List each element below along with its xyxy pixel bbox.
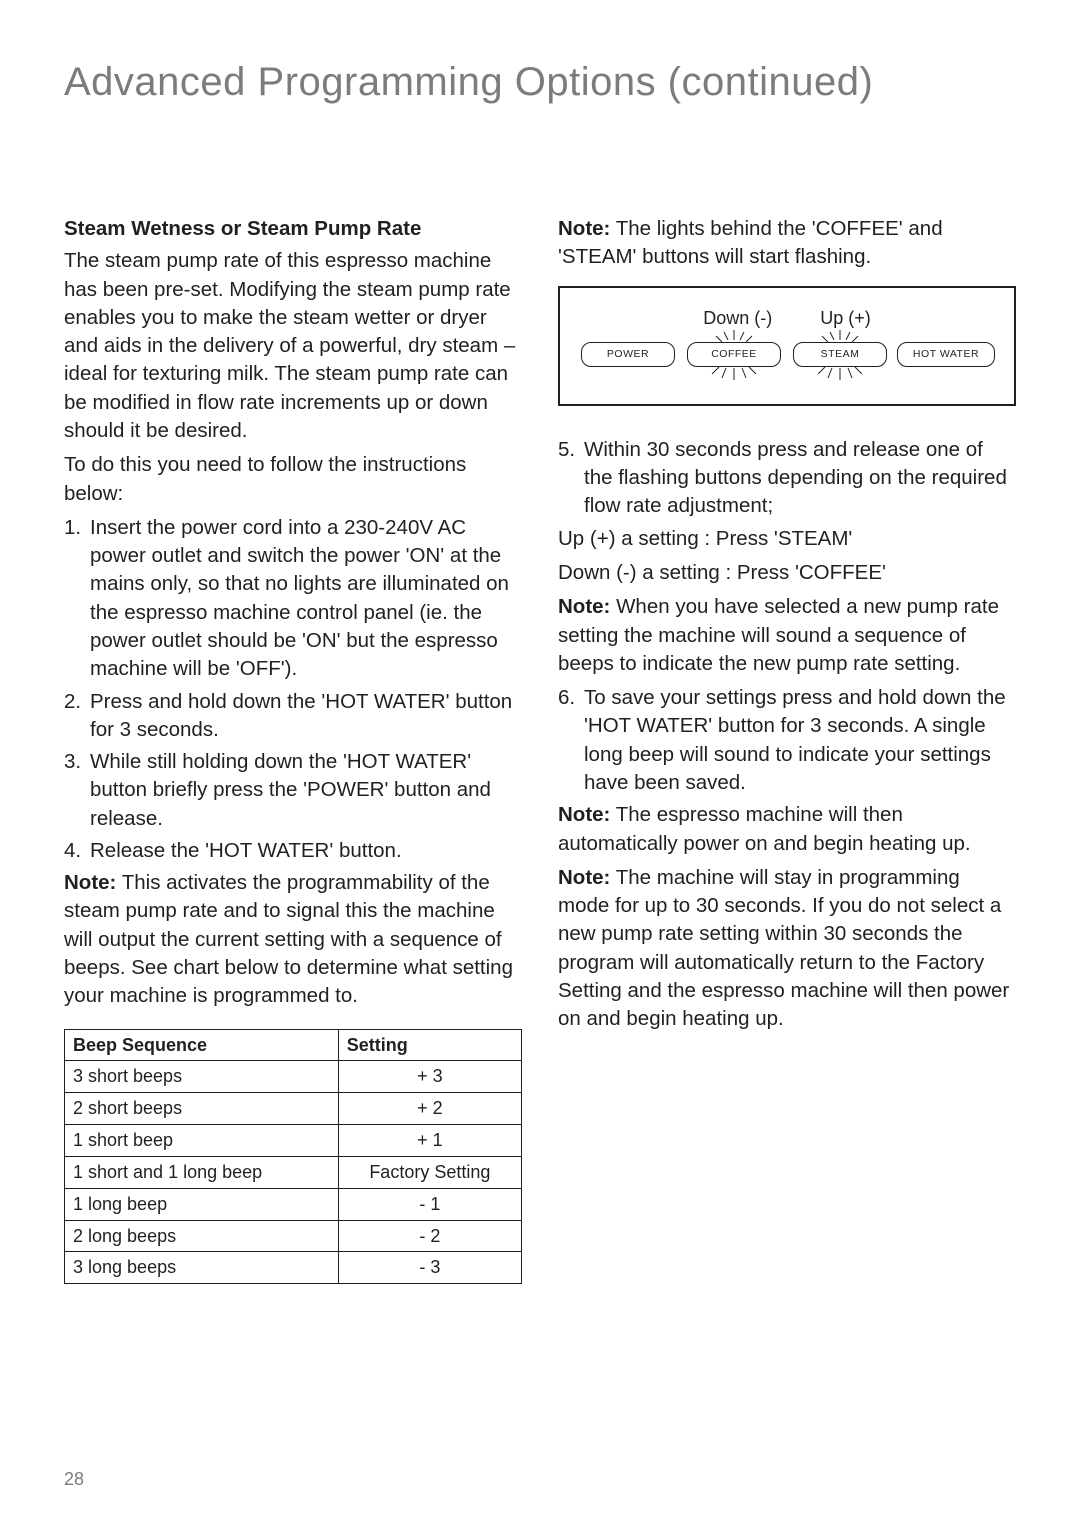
table-cell: 1 short and 1 long beep [65, 1156, 339, 1188]
panel-button-wrap: POWER [578, 330, 678, 381]
table-header: Setting [338, 1029, 521, 1061]
step-number: 2. [64, 688, 81, 716]
power-button: POWER [581, 342, 675, 366]
panel-button-row: POWER COFFEE STEAM H [578, 330, 996, 381]
table-row: 3 long beeps- 3 [65, 1252, 522, 1284]
table-cell: 3 long beeps [65, 1252, 339, 1284]
down-label: Down (-) [703, 306, 772, 331]
steam-button: STEAM [793, 342, 887, 366]
table-cell: - 3 [338, 1252, 521, 1284]
note-label: Note: [558, 595, 610, 618]
step-item: 3. While still holding down the 'HOT WATE… [64, 748, 522, 833]
step-item: 2. Press and hold down the 'HOT WATER' bu… [64, 688, 522, 745]
table-cell: - 1 [338, 1188, 521, 1220]
table-cell: + 2 [338, 1093, 521, 1125]
note-text: The espresso machine will then automatic… [558, 803, 971, 854]
section-heading: Steam Wetness or Steam Pump Rate [64, 215, 522, 243]
step-item: 1. Insert the power cord into a 230-240V … [64, 514, 522, 684]
step-item: 5. Within 30 seconds press and release on… [558, 436, 1016, 521]
step-item: 4. Release the 'HOT WATER' button. [64, 837, 522, 865]
note-text: The lights behind the 'COFFEE' and 'STEA… [558, 217, 943, 268]
step-number: 6. [558, 684, 575, 712]
coffee-button: COFFEE [687, 342, 781, 366]
note-label: Note: [558, 803, 610, 826]
down-setting-line: Down (-) a setting : Press 'COFFEE' [558, 559, 1016, 587]
step-number: 4. [64, 837, 81, 865]
intro-paragraph-1: The steam pump rate of this espresso mac… [64, 247, 522, 445]
note-text: When you have selected a new pump rate s… [558, 595, 999, 675]
two-column-layout: Steam Wetness or Steam Pump Rate The ste… [64, 215, 1016, 1284]
document-page: Advanced Programming Options (continued)… [0, 0, 1080, 1532]
table-header-row: Beep Sequence Setting [65, 1029, 522, 1061]
rays-bottom-icon [704, 366, 764, 382]
rays-bottom-icon [598, 366, 658, 382]
step-number: 5. [558, 436, 575, 464]
panel-button-wrap: COFFEE [684, 330, 784, 381]
note-text: The machine will stay in programming mod… [558, 866, 1009, 1030]
note-paragraph: Note: The lights behind the 'COFFEE' and… [558, 215, 1016, 272]
note-label: Note: [558, 217, 610, 240]
intro-paragraph-2: To do this you need to follow the instru… [64, 451, 522, 508]
note-text: This activates the programmability of th… [64, 871, 513, 1007]
table-cell: - 2 [338, 1220, 521, 1252]
step-text: Release the 'HOT WATER' button. [90, 839, 402, 862]
step-text: To save your settings press and hold dow… [584, 686, 1006, 794]
panel-adjust-labels: Down (-) Up (+) [578, 306, 996, 331]
rays-bottom-icon [810, 366, 870, 382]
up-label: Up (+) [820, 306, 871, 331]
table-cell: + 1 [338, 1125, 521, 1157]
right-column: Note: The lights behind the 'COFFEE' and… [558, 215, 1016, 1284]
up-setting-line: Up (+) a setting : Press 'STEAM' [558, 525, 1016, 553]
table-row: 1 short beep+ 1 [65, 1125, 522, 1157]
note-paragraph: Note: The espresso machine will then aut… [558, 801, 1016, 858]
instruction-steps: 1. Insert the power cord into a 230-240V … [64, 514, 522, 865]
hot-water-button: HOT WATER [897, 342, 995, 366]
note-label: Note: [64, 871, 116, 894]
step-text: Insert the power cord into a 230-240V AC… [90, 516, 509, 680]
table-header: Beep Sequence [65, 1029, 339, 1061]
table-cell: 1 short beep [65, 1125, 339, 1157]
table-cell: 2 short beeps [65, 1093, 339, 1125]
page-number: 28 [64, 1469, 84, 1490]
table-row: 2 short beeps+ 2 [65, 1093, 522, 1125]
note-label: Note: [558, 866, 610, 889]
table-cell: 1 long beep [65, 1188, 339, 1220]
note-paragraph: Note: This activates the programmability… [64, 869, 522, 1010]
table-row: 2 long beeps- 2 [65, 1220, 522, 1252]
step-text: Within 30 seconds press and release one … [584, 438, 1007, 518]
panel-button-wrap: HOT WATER [896, 330, 996, 381]
step-number: 3. [64, 748, 81, 776]
step-text: While still holding down the 'HOT WATER'… [90, 750, 491, 830]
step-number: 1. [64, 514, 81, 542]
left-column: Steam Wetness or Steam Pump Rate The ste… [64, 215, 522, 1284]
table-row: 1 short and 1 long beepFactory Setting [65, 1156, 522, 1188]
table-cell: + 3 [338, 1061, 521, 1093]
table-cell: Factory Setting [338, 1156, 521, 1188]
instruction-steps-right: 5. Within 30 seconds press and release on… [558, 436, 1016, 521]
table-row: 1 long beep- 1 [65, 1188, 522, 1220]
rays-bottom-icon [916, 366, 976, 382]
step-text: Press and hold down the 'HOT WATER' butt… [90, 690, 512, 741]
table-cell: 3 short beeps [65, 1061, 339, 1093]
table-cell: 2 long beeps [65, 1220, 339, 1252]
control-panel-diagram: Down (-) Up (+) POWER COFFEE [558, 286, 1016, 406]
page-title: Advanced Programming Options (continued) [64, 60, 1016, 105]
panel-button-wrap: STEAM [790, 330, 890, 381]
step-item: 6. To save your settings press and hold … [558, 684, 1016, 797]
beep-sequence-table: Beep Sequence Setting 3 short beeps+ 3 2… [64, 1029, 522, 1285]
table-row: 3 short beeps+ 3 [65, 1061, 522, 1093]
note-paragraph: Note: When you have selected a new pump … [558, 593, 1016, 678]
instruction-step6: 6. To save your settings press and hold … [558, 684, 1016, 797]
note-paragraph: Note: The machine will stay in programmi… [558, 864, 1016, 1034]
